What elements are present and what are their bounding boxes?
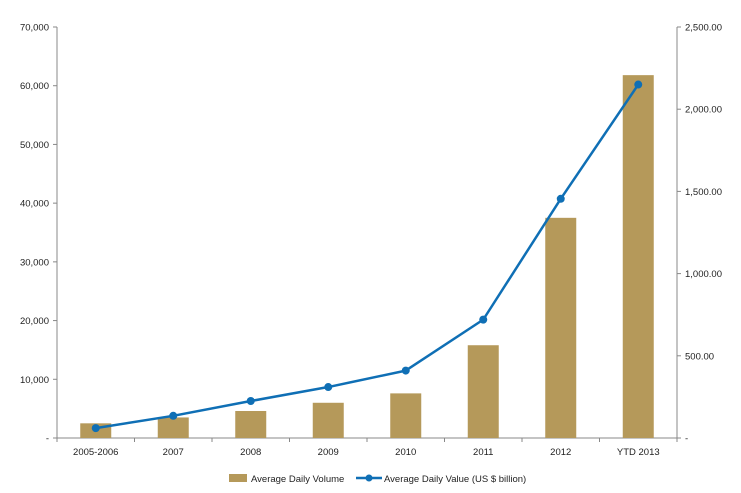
x-tick-label: 2011	[473, 447, 493, 458]
x-tick-label: 2008	[240, 447, 261, 458]
left-tick-label: 70,000	[20, 23, 49, 34]
legend-label-value: Average Daily Value (US $ billion)	[384, 474, 526, 485]
bar	[545, 217, 577, 438]
right-tick-label: 1,000.00	[685, 269, 722, 280]
legend: Average Daily Volume Average Daily Value …	[229, 474, 526, 485]
left-tick-label: 60,000	[20, 81, 49, 92]
line-point	[401, 366, 410, 375]
left-tick-label: 40,000	[20, 199, 49, 210]
left-tick-label: 30,000	[20, 257, 49, 268]
x-tick-label: 2010	[395, 447, 416, 458]
bar	[157, 417, 189, 438]
bar	[235, 410, 267, 438]
legend-marker-value	[365, 474, 373, 482]
bar	[390, 393, 422, 438]
left-tick-label: -	[46, 434, 49, 445]
line-point	[324, 383, 333, 392]
bar-series	[80, 75, 654, 438]
x-tick-label: YTD 2013	[617, 447, 660, 458]
x-tick-label: 2005-2006	[73, 447, 118, 458]
value-line	[95, 83, 640, 430]
x-tick-label: 2007	[163, 447, 184, 458]
x-tick-label: 2009	[318, 447, 339, 458]
legend-label-volume: Average Daily Volume	[251, 474, 344, 485]
left-tick-label: 10,000	[20, 375, 49, 386]
bar	[622, 75, 654, 438]
left-tick-label: 50,000	[20, 140, 49, 151]
bar	[467, 345, 499, 438]
left-tick-label: 20,000	[20, 316, 49, 327]
x-axis: 2005-2006 2007 2008 2009 2010 2011 2012 YTD 201…	[56, 437, 678, 458]
right-tick-label: -	[685, 434, 688, 445]
right-tick-label: 1,500.00	[685, 187, 722, 198]
line-point	[246, 397, 255, 406]
right-tick-label: 500.00	[685, 351, 714, 362]
line-point	[556, 194, 565, 203]
right-tick-label: 2,000.00	[685, 105, 722, 116]
left-axis: - 10,000 20,000 30,000 40,000 50,000 60,000 70,…	[20, 23, 58, 445]
line-point	[479, 315, 488, 324]
right-axis: - 500.00 1,000.00 1,500.00 2,000.00 2,500.00	[676, 23, 722, 445]
x-tick-label: 2012	[550, 447, 571, 458]
line-point	[634, 80, 643, 89]
line-point	[91, 424, 100, 433]
line-point	[169, 411, 178, 420]
line-series	[91, 80, 643, 433]
bar	[312, 402, 344, 438]
right-tick-label: 2,500.00	[685, 23, 722, 34]
legend-swatch-volume	[229, 474, 247, 482]
